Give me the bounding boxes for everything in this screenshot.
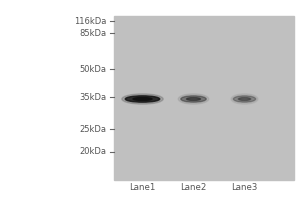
Text: 20kDa: 20kDa bbox=[80, 148, 106, 156]
Ellipse shape bbox=[178, 94, 209, 104]
Text: 25kDa: 25kDa bbox=[80, 124, 106, 134]
Ellipse shape bbox=[181, 96, 206, 102]
Ellipse shape bbox=[231, 94, 258, 104]
Bar bbox=[114, 16, 294, 180]
Text: 35kDa: 35kDa bbox=[80, 92, 106, 102]
Text: 116kDa: 116kDa bbox=[74, 17, 106, 25]
Ellipse shape bbox=[125, 96, 160, 102]
Text: 50kDa: 50kDa bbox=[80, 64, 106, 73]
Ellipse shape bbox=[187, 98, 200, 100]
Ellipse shape bbox=[133, 98, 152, 100]
Text: Lane3: Lane3 bbox=[231, 182, 258, 192]
Ellipse shape bbox=[233, 96, 256, 102]
Ellipse shape bbox=[238, 98, 251, 100]
Ellipse shape bbox=[122, 94, 163, 104]
Text: Lane1: Lane1 bbox=[129, 182, 156, 192]
Text: Lane2: Lane2 bbox=[180, 182, 207, 192]
Text: 85kDa: 85kDa bbox=[80, 28, 106, 38]
